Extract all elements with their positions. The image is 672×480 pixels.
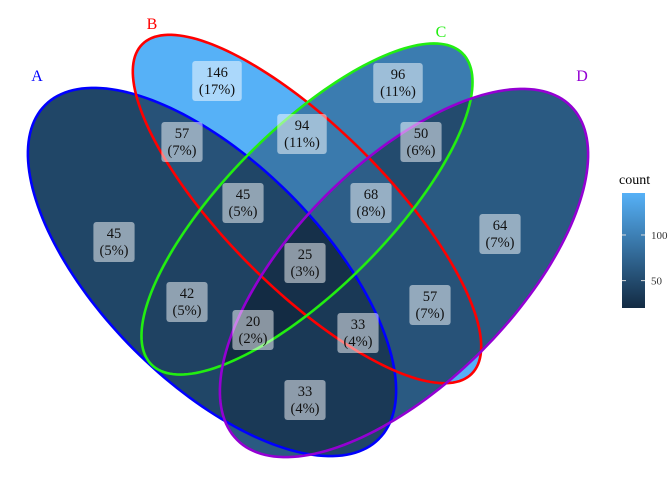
label-box: [400, 122, 442, 162]
region-count: 64: [493, 218, 508, 234]
label-box: [284, 380, 326, 420]
region-label-BC: 94(11%): [277, 114, 327, 154]
region-percent: (7%): [416, 306, 445, 322]
region-count: 94: [295, 118, 310, 134]
region-percent: (8%): [357, 204, 386, 220]
region-percent: (11%): [284, 135, 320, 151]
region-percent: (7%): [486, 235, 515, 251]
region-count: 42: [180, 286, 195, 302]
region-percent: (5%): [100, 243, 129, 259]
region-percent: (17%): [199, 82, 235, 98]
set-labels: A B C D: [31, 16, 588, 85]
region-percent: (5%): [173, 303, 202, 319]
region-labels: 45(5%)146(17%)96(11%)64(7%)57(7%)94(11%)…: [93, 61, 521, 420]
label-box: [277, 114, 327, 154]
set-label-D: D: [576, 68, 588, 85]
label-box: [284, 243, 326, 283]
region-percent: (4%): [344, 334, 373, 350]
region-label-AD: 33(4%): [284, 380, 326, 420]
region-label-ACD: 20(2%): [232, 310, 274, 350]
region-count: 50: [414, 126, 429, 142]
region-label-CD: 50(6%): [400, 122, 442, 162]
region-label-C: 96(11%): [373, 63, 423, 103]
color-legend: count 50 100: [619, 173, 668, 308]
label-box: [161, 122, 203, 162]
region-label-AB: 57(7%): [161, 122, 203, 162]
label-box: [232, 310, 274, 350]
region-count: 20: [246, 314, 261, 330]
legend-title: count: [619, 173, 650, 188]
region-count: 57: [423, 289, 438, 305]
region-count: 25: [298, 247, 313, 263]
set-outline-A: [26, 86, 398, 458]
region-count: 146: [206, 65, 228, 81]
region-label-B: 146(17%): [192, 61, 242, 101]
label-box: [350, 183, 392, 223]
label-box: [222, 183, 264, 223]
set-label-C: C: [436, 24, 447, 41]
label-box: [373, 63, 423, 103]
label-box: [166, 282, 208, 322]
region-count: 33: [351, 317, 366, 333]
region-count: 45: [236, 187, 251, 203]
region-label-D: 64(7%): [479, 214, 521, 254]
region-percent: (7%): [168, 143, 197, 159]
label-box: [479, 214, 521, 254]
region-count: 33: [298, 384, 313, 400]
region-label-ABD: 33(4%): [337, 313, 379, 353]
set-outline-C: [140, 42, 474, 376]
region-percent: (4%): [291, 401, 320, 417]
set-label-B: B: [147, 16, 158, 33]
region-label-BD: 57(7%): [409, 285, 451, 325]
region-label-AC: 42(5%): [166, 282, 208, 322]
region-label-ABC: 45(5%): [222, 183, 264, 223]
label-box: [337, 313, 379, 353]
legend-tick-label: 100: [651, 230, 668, 242]
region-percent: (6%): [407, 143, 436, 159]
legend-colorbar: [622, 193, 645, 308]
legend-tick-label: 50: [651, 276, 663, 288]
region-label-BCD: 68(8%): [350, 183, 392, 223]
region-count: 57: [175, 126, 190, 142]
label-box: [409, 285, 451, 325]
region-count: 68: [364, 187, 379, 203]
region-percent: (11%): [380, 84, 416, 100]
region-count: 45: [107, 226, 122, 242]
region-percent: (3%): [291, 264, 320, 280]
label-box: [192, 61, 242, 101]
set-label-A: A: [31, 68, 43, 85]
region-label-A: 45(5%): [93, 222, 135, 262]
label-box: [93, 222, 135, 262]
region-percent: (5%): [229, 204, 258, 220]
region-count: 96: [391, 67, 406, 83]
region-percent: (2%): [239, 331, 268, 347]
region-label-ABCD: 25(3%): [284, 243, 326, 283]
